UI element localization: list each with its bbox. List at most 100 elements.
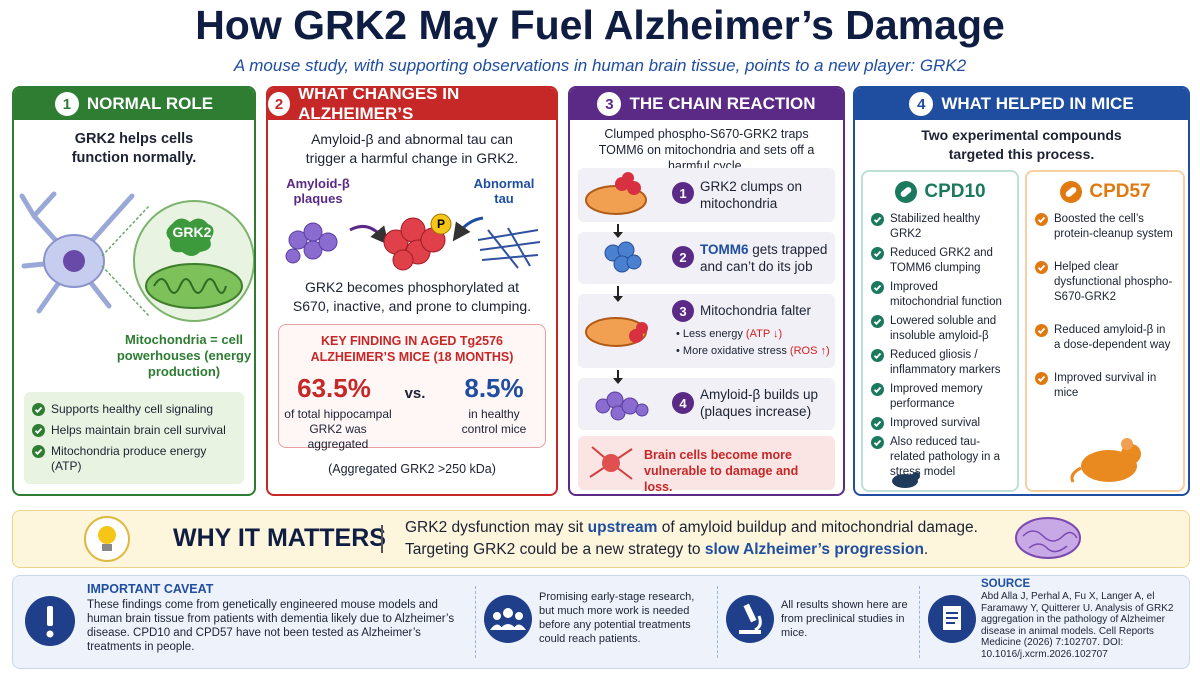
grk2-label: GRK2 bbox=[173, 224, 212, 240]
brain-icon bbox=[1015, 517, 1081, 559]
panel-title: THE CHAIN REACTION bbox=[629, 94, 816, 113]
list-item: Mitochondria produce energy (ATP) bbox=[32, 444, 236, 474]
list-text: Boosted the cell’s protein-cleanup syste… bbox=[1054, 213, 1173, 240]
list-item: Improved survival in mice bbox=[1035, 371, 1175, 401]
step: 4 Amyloid-β builds up (plaques increase) bbox=[578, 378, 835, 430]
mouse-illustration bbox=[1070, 438, 1141, 483]
note-preclinical: All results shown here are from preclini… bbox=[781, 599, 908, 639]
pill-icon bbox=[895, 181, 918, 203]
panel-helped: 4 WHAT HELPED IN MICE Two experimental c… bbox=[853, 86, 1190, 496]
compound-name: CPD57 bbox=[1035, 172, 1175, 212]
title: How GRK2 May Fuel Alzheimer’s Damage bbox=[195, 2, 1005, 48]
list-item: Improved memory performance bbox=[871, 382, 1009, 412]
list-item: Supports healthy cell signaling bbox=[32, 402, 236, 417]
step-text: TOMM6 gets trapped and can’t do its job bbox=[700, 241, 829, 275]
plaque-icon bbox=[595, 391, 649, 421]
list-text: Lowered soluble and insoluble amyloid-β bbox=[890, 315, 997, 342]
panel-lead: Amyloid-β and abnormal tau can trigger a… bbox=[305, 131, 519, 166]
why-line: GRK2 dysfunction may sit upstream of amy… bbox=[405, 517, 978, 539]
text: of amyloid buildup and mitochondrial dam… bbox=[661, 519, 978, 536]
step-number: 1 bbox=[672, 182, 694, 204]
check-icon bbox=[1035, 261, 1048, 274]
step: 2 TOMM6 gets trapped and can’t do its jo… bbox=[578, 232, 835, 284]
check-icon bbox=[1035, 213, 1048, 226]
list-item: Reduced gliosis / inflammatory markers bbox=[871, 348, 1009, 378]
list-text: Supports healthy cell signaling bbox=[51, 402, 214, 416]
sub-text: More oxidative stress bbox=[682, 345, 787, 357]
check-icon bbox=[871, 349, 884, 362]
sub-item: • Less energy (ATP ↓) bbox=[676, 328, 783, 340]
list-item: Lowered soluble and insoluble amyloid-β bbox=[871, 314, 1009, 344]
stat-aggregated-text: of total hippocampal GRK2 was aggregated bbox=[284, 407, 392, 451]
panel-normal-role: 1 NORMAL ROLE GRK2 helps cells function … bbox=[12, 86, 256, 496]
compound-name: CPD10 bbox=[871, 172, 1009, 212]
panel-header: 3 THE CHAIN REACTION bbox=[570, 88, 843, 120]
panel-number: 4 bbox=[909, 92, 934, 116]
caveat-text: These findings come from genetically eng… bbox=[87, 599, 455, 653]
result-text: GRK2 becomes phosphorylated at S670, ina… bbox=[292, 279, 532, 314]
step-text-rest: gets trapped and can’t do its job bbox=[700, 242, 828, 274]
list-item: Helps maintain brain cell survival bbox=[32, 423, 236, 438]
step-number: 2 bbox=[672, 246, 694, 268]
compound-label: CPD10 bbox=[924, 181, 986, 202]
list-text: Reduced gliosis / inflammatory markers bbox=[890, 349, 1001, 376]
compound-card: CPD57 Boosted the cell’s protein-cleanup… bbox=[1025, 170, 1185, 492]
text: . bbox=[923, 541, 929, 558]
why-title: WHY IT MATTERS bbox=[173, 524, 386, 552]
panel-lead: Clumped phospho-S670-GRK2 traps TOMM6 on… bbox=[598, 127, 815, 173]
compound-card: CPD10 Stabilized healthy GRK2 Reduced GRK… bbox=[861, 170, 1019, 492]
list-text: Improved survival in mice bbox=[1054, 372, 1157, 399]
list-text: Improved memory performance bbox=[890, 383, 983, 410]
panel-title: WHAT CHANGES IN ALZHEIMER’S bbox=[298, 86, 460, 123]
panel-header: 2 WHAT CHANGES IN ALZHEIMER’S bbox=[268, 88, 556, 123]
mitochondria-icon bbox=[585, 317, 648, 347]
source-text: Abd Alla J, Perhal A, Fu X, Langer A, el… bbox=[981, 591, 1174, 660]
phospho-label: P bbox=[437, 217, 445, 231]
panel-header: 4 WHAT HELPED IN MICE bbox=[855, 88, 1188, 120]
check-icon bbox=[1035, 324, 1048, 337]
check-icon bbox=[1035, 372, 1048, 385]
footer: IMPORTANT CAVEAT These findings come fro… bbox=[12, 575, 1190, 669]
highlight: slow Alzheimer’s progression bbox=[704, 541, 924, 558]
check-icon bbox=[871, 281, 884, 294]
panel-changes: 2 WHAT CHANGES IN ALZHEIMER’S Amyloid-β … bbox=[266, 86, 558, 496]
list-text: Stabilized healthy GRK2 bbox=[890, 213, 981, 240]
warning-box: Brain cells become more vulnerable to da… bbox=[578, 436, 835, 494]
list-item: Reduced GRK2 and TOMM6 clumping bbox=[871, 246, 1009, 276]
highlight: upstream bbox=[587, 519, 658, 536]
list-text: Mitochondria produce energy (ATP) bbox=[51, 444, 207, 473]
panel-lead: GRK2 helps cells function normally. bbox=[71, 131, 197, 166]
step-highlight: TOMM6 bbox=[700, 242, 749, 257]
neuron-icon bbox=[589, 446, 633, 480]
why-band: WHY IT MATTERS GRK2 dysfunction may sit … bbox=[12, 510, 1190, 568]
panel-chain: 3 THE CHAIN REACTION Clumped phospho-S67… bbox=[568, 86, 845, 496]
why-text: GRK2 dysfunction may sit upstream of amy… bbox=[405, 517, 978, 561]
panel-number: 2 bbox=[268, 92, 291, 116]
check-icon bbox=[871, 417, 884, 430]
list-item: Boosted the cell’s protein-cleanup syste… bbox=[1035, 212, 1175, 242]
key-finding-box: KEY FINDING IN AGED Tg2576 ALZHEIMER’S M… bbox=[278, 324, 546, 451]
mitochondria-icon bbox=[585, 172, 647, 215]
step-number: 4 bbox=[672, 392, 694, 414]
divider bbox=[717, 586, 718, 658]
check-icon bbox=[32, 445, 45, 458]
list-item: Helped clear dysfunctional phospho-S670-… bbox=[1035, 260, 1175, 305]
check-icon bbox=[871, 315, 884, 328]
tomm6-icon bbox=[604, 241, 642, 273]
step-subs: • Less energy (ATP ↓) • More oxidative s… bbox=[676, 326, 830, 360]
amyloid-label: Amyloid-β plaques bbox=[286, 176, 350, 206]
why-line: Targeting GRK2 could be a new strategy t… bbox=[405, 539, 978, 561]
list-item: Improved survival bbox=[871, 416, 1009, 431]
list-item: Reduced amyloid-β in a dose-dependent wa… bbox=[1035, 323, 1175, 353]
people-icon bbox=[484, 595, 532, 643]
key-finding-title: KEY FINDING IN AGED Tg2576 ALZHEIMER’S M… bbox=[310, 334, 514, 364]
pill-icon bbox=[1060, 181, 1083, 203]
check-icon bbox=[32, 403, 45, 416]
lightbulb-icon bbox=[84, 516, 130, 562]
compound-label: CPD57 bbox=[1089, 181, 1151, 202]
vs: vs. bbox=[404, 385, 426, 402]
divider bbox=[919, 586, 920, 658]
list-text: Reduced amyloid-β in a dose-dependent wa… bbox=[1054, 324, 1171, 351]
source-title: SOURCE bbox=[981, 578, 1031, 590]
